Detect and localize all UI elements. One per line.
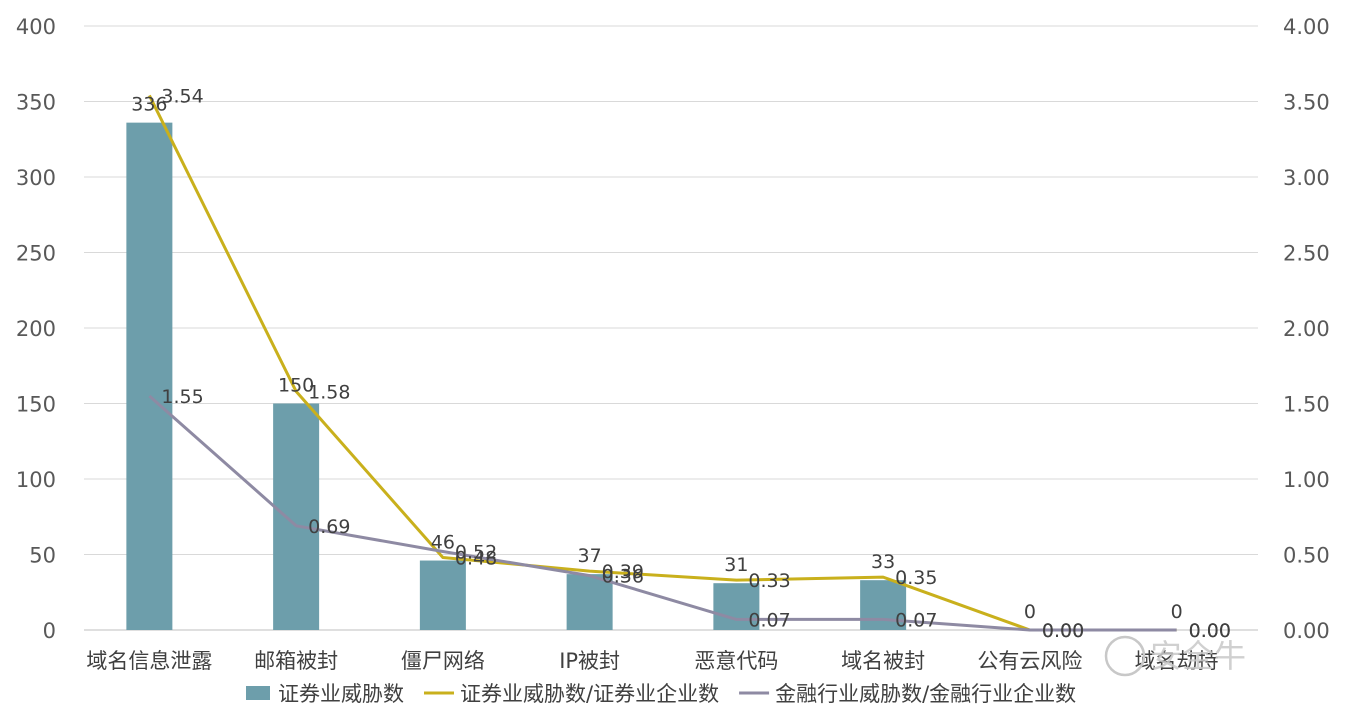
bar-series: [126, 122, 907, 630]
right-tick-label: 1.50: [1283, 393, 1330, 417]
left-axis: 0 50 100 150 200 250 300 350 400: [16, 15, 56, 643]
category-label: 邮箱被封: [254, 649, 338, 673]
bar-data-label: 0: [1171, 601, 1183, 623]
legend-label: 金融行业威胁数/金融行业企业数: [775, 682, 1076, 706]
left-tick-label: 350: [16, 91, 56, 115]
left-tick-label: 400: [16, 15, 56, 39]
right-tick-label: 4.00: [1283, 15, 1330, 39]
category-label: 僵尸网络: [401, 649, 485, 673]
category-label: 域名劫持: [1135, 649, 1219, 673]
gridlines: [84, 25, 1258, 631]
series-line: [148, 94, 1177, 632]
bar-data-label: 336: [131, 94, 167, 116]
left-tick-label: 50: [29, 544, 56, 568]
bar-data-label: 150: [278, 375, 314, 397]
right-tick-label: 3.50: [1283, 91, 1330, 115]
bar-data-label: 37: [578, 545, 602, 567]
legend-label: 证券业威胁数: [278, 682, 404, 706]
line-data-label: 0.69: [308, 516, 350, 538]
line-data-label: 0.07: [748, 609, 790, 631]
line-data-label: 1.55: [161, 386, 203, 408]
bar: [713, 583, 760, 630]
left-tick-label: 250: [16, 242, 56, 266]
right-tick-label: 3.00: [1283, 166, 1330, 190]
line-data-label: 0.00: [1189, 620, 1231, 642]
watermark: 安全牛: [1104, 635, 1246, 677]
line-data-label: 0.35: [895, 567, 937, 589]
watermark-logo-icon: [1104, 635, 1146, 677]
legend-label: 证券业威胁数/证券业企业数: [460, 682, 719, 706]
bar: [566, 574, 613, 630]
legend: 证券业威胁数 证券业威胁数/证券业企业数 金融行业威胁数/金融行业企业数: [246, 682, 1076, 706]
right-tick-label: 2.00: [1283, 317, 1330, 341]
data-labels: 336 150 46 37 31 33 0 0 3.54 1.58 0.48 0.39 0.33 0.35…: [131, 85, 1231, 642]
bar-data-label: 33: [871, 551, 895, 573]
bar-data-label: 0: [1024, 601, 1036, 623]
category-label: 域名被封: [841, 649, 925, 673]
line-data-label: 0.00: [1189, 620, 1231, 642]
category-label: 恶意代码: [694, 649, 778, 673]
bar: [419, 560, 466, 630]
line-data-label: 0.33: [748, 570, 790, 592]
right-axis: 0.00 0.50 1.00 1.50 2.00 2.50 3.00 3.50 4.00: [1283, 15, 1330, 643]
line-data-label: 0.48: [455, 548, 497, 570]
left-tick-label: 0: [43, 619, 56, 643]
category-label: 域名信息泄露: [86, 649, 212, 673]
right-tick-label: 0.50: [1283, 544, 1330, 568]
bar: [126, 122, 173, 630]
right-tick-label: 2.50: [1283, 242, 1330, 266]
bar-data-label: 46: [431, 532, 455, 554]
left-tick-label: 200: [16, 317, 56, 341]
category-labels: 域名信息泄露 邮箱被封 僵尸网络 IP被封 恶意代码 域名被封 公有云风险 域名劫持: [86, 649, 1218, 673]
category-label: 公有云风险: [977, 649, 1082, 673]
line-data-label: 0.36: [602, 566, 644, 588]
left-tick-label: 150: [16, 393, 56, 417]
line-data-label: 0.00: [1042, 620, 1084, 642]
line-data-label: 0.52: [455, 541, 497, 563]
left-tick-label: 300: [16, 166, 56, 190]
line-data-label: 0.00: [1042, 620, 1084, 642]
bar-data-label: 31: [724, 554, 748, 576]
line-data-label: 3.54: [161, 85, 203, 107]
right-tick-label: 0.00: [1283, 619, 1330, 643]
bar: [273, 403, 320, 630]
series-line: [148, 394, 1177, 632]
legend-swatch: [246, 686, 270, 700]
line-data-label: 1.58: [308, 381, 350, 403]
left-tick-label: 100: [16, 468, 56, 492]
category-label: IP被封: [559, 649, 620, 673]
watermark-text: 安全牛: [1150, 637, 1246, 675]
right-tick-label: 1.00: [1283, 468, 1330, 492]
line-data-label: 0.39: [602, 561, 644, 583]
line-data-label: 0.07: [895, 609, 937, 631]
line-series: [148, 94, 1177, 632]
